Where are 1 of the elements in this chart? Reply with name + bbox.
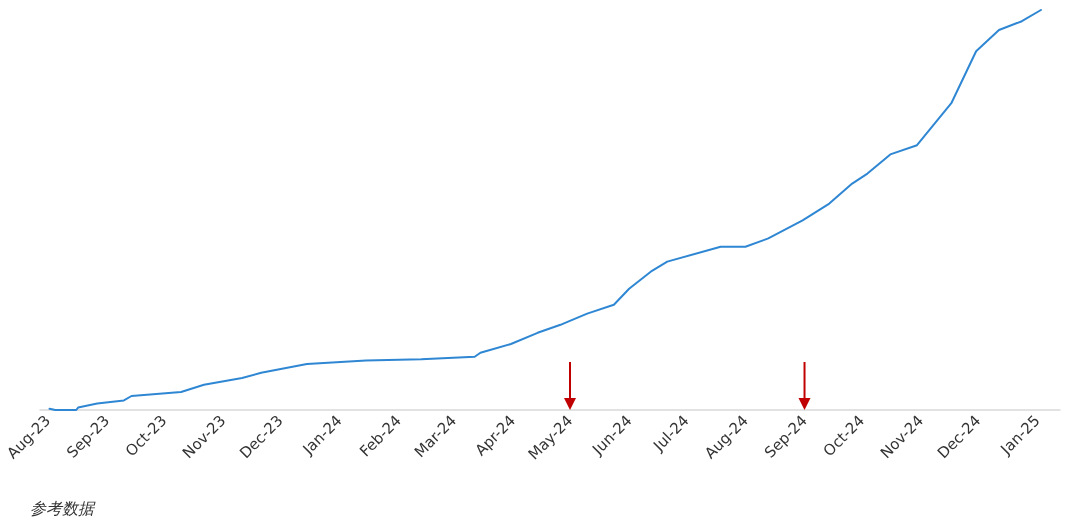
text: 参考数据 xyxy=(30,498,96,518)
